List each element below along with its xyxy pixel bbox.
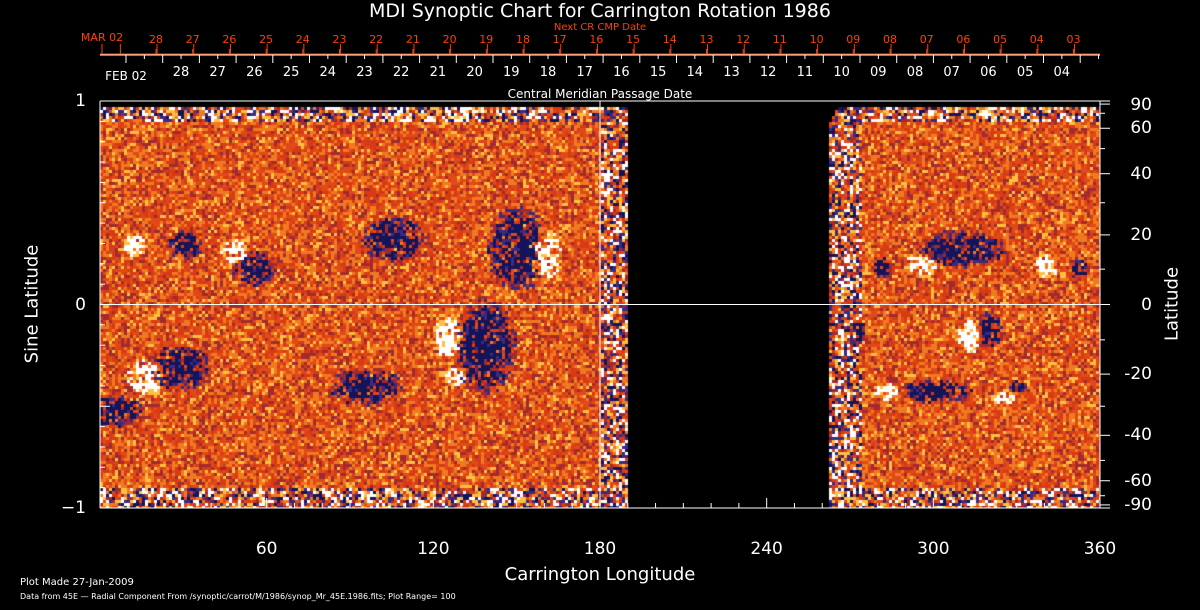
next-cr-date-label: 28	[149, 33, 163, 46]
plot-made-note: Plot Made 27-Jan-2009	[20, 577, 134, 588]
cmp-date-label: 23	[356, 65, 373, 80]
y2-tick-label: -60	[1124, 470, 1152, 491]
y2-tick-label: -40	[1124, 425, 1152, 446]
cmp-date-label: 15	[649, 65, 667, 80]
y2-tick-label: 0	[1141, 294, 1152, 315]
cmp-date-label: 05	[1016, 65, 1034, 80]
cmp-date-label: 09	[870, 65, 887, 80]
next-cr-date-label: 06	[956, 33, 971, 46]
x-tick-label: 360	[1083, 539, 1117, 559]
next-cr-date-label: 07	[919, 33, 934, 46]
cmp-date-label: 13	[723, 65, 740, 80]
next-cr-date-label: 11	[772, 33, 787, 46]
next-cr-date-label: 15	[626, 33, 641, 46]
y2-tick-label: -20	[1124, 364, 1152, 385]
y2-tick-label: 40	[1130, 163, 1152, 184]
y2-tick-label: 90	[1130, 95, 1152, 115]
x-tick-label: 60	[255, 539, 278, 559]
next-cr-date-label: 18	[516, 33, 530, 46]
cmp-date-label: 20	[466, 65, 483, 80]
cmp-date-label: 21	[429, 65, 447, 80]
cmp-date-label: 10	[833, 65, 850, 80]
y-axis-label: Sine Latitude	[21, 244, 43, 364]
cmp-axis-label: Central Meridian Passage Date	[507, 87, 693, 101]
y2-axis-label: Latitude	[1161, 266, 1183, 342]
next-cr-date-label: 21	[405, 33, 420, 46]
cmp-date-label: 08	[906, 65, 924, 80]
next-cr-start-label: MAR 02	[80, 31, 124, 44]
next-cr-date-label: 14	[662, 33, 677, 46]
next-cr-date-label: 17	[552, 33, 567, 46]
chart-title: MDI Synoptic Chart for Carrington Rotati…	[369, 0, 831, 22]
next-cr-date-label: 27	[185, 33, 200, 46]
cmp-date-label: 06	[980, 65, 997, 80]
cmp-date-label: 11	[796, 65, 814, 80]
cmp-date-label: 27	[209, 65, 226, 80]
next-cr-date-label: 10	[809, 33, 824, 46]
cmp-date-label: 17	[576, 65, 593, 80]
cmp-date-label: 12	[759, 65, 777, 80]
next-cr-date-label: 08	[883, 33, 897, 46]
next-cr-date-label: 05	[993, 33, 1008, 46]
data-source-note: Data from 45E — Radial Component From /s…	[20, 592, 456, 601]
next-cr-date-label: 23	[332, 33, 347, 46]
cmp-date-label: 28	[172, 65, 190, 80]
x-axis-label: Carrington Longitude	[504, 564, 696, 585]
next-cr-date-label: 13	[699, 33, 714, 46]
x-tick-label: 300	[917, 539, 950, 559]
x-tick-label: 240	[750, 539, 783, 559]
next-cr-date-label: 03	[1066, 33, 1081, 46]
y-tick-label: 1	[75, 91, 86, 111]
cmp-start-label: FEB 02	[105, 69, 147, 83]
cmp-date-label: 16	[613, 65, 630, 80]
next-cr-date-label: 19	[479, 33, 494, 46]
next-cr-date-label: 09	[846, 33, 861, 46]
cmp-date-label: 26	[246, 65, 263, 80]
y2-tick-label: -90	[1124, 495, 1152, 515]
next-cr-date-label: 25	[259, 33, 274, 46]
next-cr-date-label: 12	[736, 33, 751, 46]
cmp-date-label: 24	[319, 65, 337, 80]
cmp-date-label: 25	[282, 65, 300, 80]
cmp-date-label: 04	[1053, 65, 1071, 80]
x-tick-label: 180	[583, 539, 617, 559]
next-cr-axis-label: Next CR CMP Date	[553, 22, 647, 33]
cmp-date-label: 19	[503, 65, 520, 80]
y-tick-label: 0	[75, 294, 86, 315]
y-tick-label: −1	[60, 498, 86, 518]
x-tick-label: 120	[417, 539, 450, 559]
y2-tick-label: 20	[1130, 224, 1152, 245]
cmp-date-label: 22	[392, 65, 410, 80]
next-cr-date-label: 20	[442, 33, 457, 46]
y2-tick-label: 60	[1130, 118, 1152, 139]
next-cr-date-label: 16	[589, 33, 604, 46]
cmp-date-label: 14	[686, 65, 704, 80]
next-cr-date-label: 22	[369, 33, 384, 46]
cmp-date-label: 07	[943, 65, 960, 80]
cmp-date-label: 18	[539, 65, 557, 80]
next-cr-date-label: 26	[222, 33, 237, 46]
next-cr-date-label: 24	[295, 33, 310, 46]
next-cr-date-label: 04	[1029, 33, 1044, 46]
